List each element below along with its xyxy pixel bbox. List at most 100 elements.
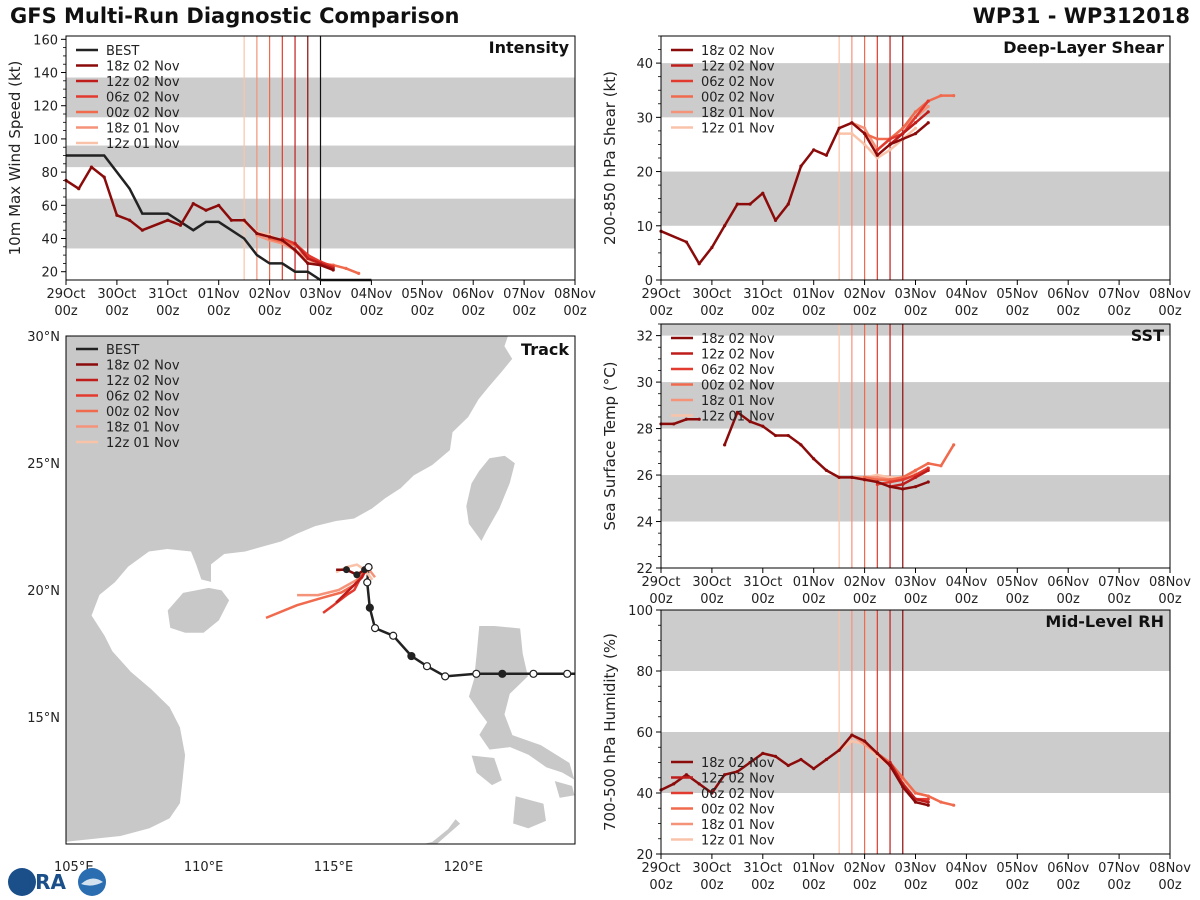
data-point bbox=[837, 475, 841, 479]
chart-intensity: 20 40 60 80 100 120 140 160 29Oct 00z 30Oct 00z 31Oc… bbox=[6, 33, 596, 319]
data-point bbox=[204, 208, 208, 212]
legend-label: 18z 02 Nov bbox=[106, 359, 180, 374]
data-point bbox=[672, 782, 676, 786]
x-tick-hour-label: 00z bbox=[751, 304, 775, 319]
best-position-marker bbox=[577, 670, 584, 677]
legend-label: 18z 01 Nov bbox=[701, 106, 775, 121]
legend-label: 00z 02 Nov bbox=[701, 91, 775, 106]
data-point bbox=[875, 156, 879, 160]
best-position-marker bbox=[422, 662, 432, 671]
x-tick-hour-label: 00z bbox=[904, 304, 928, 319]
x-tick-hour-label: 00z bbox=[751, 592, 775, 607]
data-point bbox=[102, 175, 106, 179]
chart-sst: 22 24 26 28 30 32 29Oct 00z 30Oct 00z 31Oct 00z 01No… bbox=[601, 323, 1191, 607]
x-tick-day-label: 29Oct bbox=[641, 861, 680, 876]
data-point bbox=[863, 126, 867, 130]
data-point bbox=[748, 420, 752, 424]
series-line-3 bbox=[864, 94, 954, 141]
x-tick-hour-label: 00z bbox=[1057, 878, 1081, 893]
data-point bbox=[684, 240, 689, 244]
storm-id-label: WP31 - WP312018 bbox=[972, 4, 1190, 28]
best-position-marker bbox=[363, 578, 372, 587]
data-point bbox=[293, 241, 297, 246]
data-point bbox=[824, 757, 829, 762]
data-point bbox=[901, 487, 905, 491]
x-tick-day-label: 08Nov bbox=[1149, 861, 1191, 876]
y-tick-label: 100 bbox=[628, 604, 653, 619]
data-point bbox=[191, 202, 195, 206]
data-point bbox=[901, 482, 905, 486]
x-tick-hour-label: 00z bbox=[1158, 592, 1182, 607]
data-point bbox=[773, 433, 778, 438]
data-point bbox=[863, 475, 867, 479]
data-point bbox=[888, 148, 892, 152]
shaded-band bbox=[661, 382, 1170, 429]
y-tick-label: 60 bbox=[41, 199, 58, 214]
data-point bbox=[837, 748, 841, 752]
data-point bbox=[799, 164, 803, 168]
x-tick-day-label: 29Oct bbox=[641, 575, 680, 590]
data-point bbox=[710, 245, 714, 250]
data-point bbox=[875, 478, 879, 482]
data-point bbox=[952, 443, 956, 447]
taiwan-island bbox=[465, 454, 516, 543]
x-tick-hour-label: 00z bbox=[853, 592, 877, 607]
data-point bbox=[837, 126, 841, 130]
data-point bbox=[875, 153, 879, 157]
best-position-marker bbox=[563, 669, 572, 678]
y-tick-label: 140 bbox=[33, 67, 58, 82]
best-position-marker bbox=[407, 651, 416, 661]
legend-label: 06z 02 Nov bbox=[701, 787, 775, 802]
data-point bbox=[952, 94, 956, 98]
page-title: GFS Multi-Run Diagnostic Comparison bbox=[10, 4, 460, 28]
legend-label: 12z 02 Nov bbox=[106, 75, 180, 90]
data-point bbox=[901, 785, 905, 789]
x-tick-day-label: 30Oct bbox=[692, 575, 731, 590]
data-point bbox=[812, 457, 816, 461]
legend-label: 00z 02 Nov bbox=[701, 379, 775, 394]
x-tick-hour-label: 00z bbox=[54, 304, 78, 319]
legend-label: 12z 01 Nov bbox=[701, 122, 775, 137]
data-point bbox=[280, 238, 284, 242]
data-point bbox=[913, 121, 918, 125]
x-tick-day-label: 30Oct bbox=[692, 287, 731, 302]
data-point bbox=[166, 218, 170, 222]
data-point bbox=[723, 443, 727, 447]
data-point bbox=[913, 800, 918, 804]
data-point bbox=[901, 478, 905, 482]
data-point bbox=[799, 757, 803, 762]
legend-label: 06z 02 Nov bbox=[701, 363, 775, 378]
panel-title: SST bbox=[1131, 326, 1164, 345]
legend-label: 18z 01 Nov bbox=[701, 818, 775, 833]
x-tick-day-label: 31Oct bbox=[743, 287, 782, 302]
x-tick-hour-label: 00z bbox=[1057, 304, 1081, 319]
series-line-1 bbox=[889, 110, 930, 146]
x-tick-hour-label: 00z bbox=[802, 304, 826, 319]
legend-label: BEST bbox=[106, 343, 139, 358]
data-point bbox=[824, 468, 829, 472]
data-point bbox=[913, 485, 918, 489]
y-tick-label: 80 bbox=[41, 166, 58, 181]
x-tick-hour-label: 00z bbox=[1158, 878, 1182, 893]
data-point bbox=[888, 142, 892, 147]
data-point bbox=[128, 218, 132, 222]
data-point bbox=[888, 478, 892, 482]
x-tick-hour-label: 00z bbox=[411, 304, 435, 319]
legend-label: 18z 02 Nov bbox=[701, 332, 775, 347]
x-tick-hour-label: 00z bbox=[802, 878, 826, 893]
data-point bbox=[913, 475, 918, 479]
lon-tick-label: 110°E bbox=[184, 860, 224, 875]
legend-label: 18z 02 Nov bbox=[106, 60, 180, 75]
data-point bbox=[77, 187, 81, 191]
x-tick-day-label: 29Oct bbox=[46, 287, 85, 302]
data-point bbox=[926, 99, 930, 103]
data-point bbox=[735, 770, 739, 774]
data-point bbox=[357, 271, 361, 275]
x-tick-day-label: 31Oct bbox=[743, 861, 782, 876]
legend-label: 18z 01 Nov bbox=[701, 394, 775, 409]
data-point bbox=[926, 466, 930, 470]
legend-label: 12z 01 Nov bbox=[701, 834, 775, 849]
